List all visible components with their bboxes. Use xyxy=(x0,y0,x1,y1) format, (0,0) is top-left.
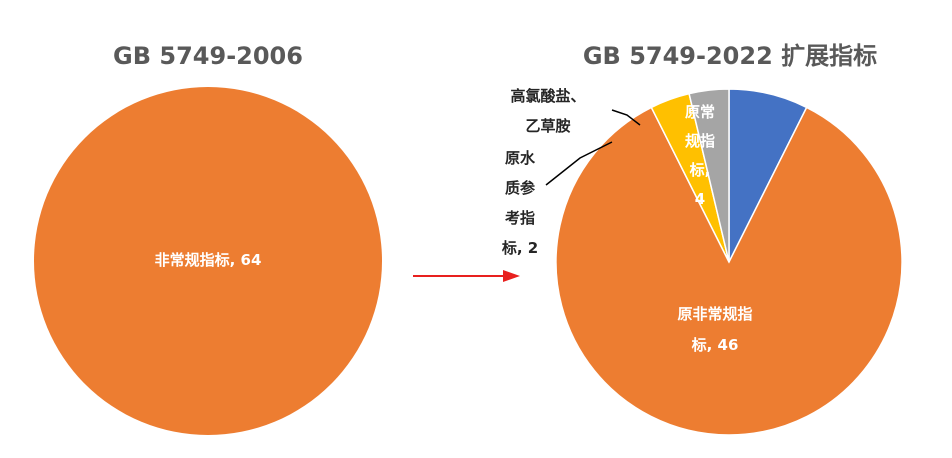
pie-right xyxy=(555,88,903,436)
leader-line-grey-slice xyxy=(611,109,641,126)
leader-lines xyxy=(545,109,641,186)
transition-arrow xyxy=(413,270,520,282)
label-right-water-quality-ref-line-2: 考指 xyxy=(505,209,535,227)
label-right-original-nonregular-line-0: 原非常规指 xyxy=(677,305,752,323)
label-right-water-quality-ref: 原水质参考指标, 2 xyxy=(501,149,538,257)
label-right-original-regular-line-3: 4 xyxy=(695,190,705,208)
chart-title-right: GB 5749-2022 扩展指标 xyxy=(583,42,877,70)
label-right-water-quality-ref-line-0: 原水 xyxy=(505,149,536,167)
label-right-perchlorate-line-1: 乙草胺 xyxy=(525,117,570,135)
arrow-head xyxy=(503,270,520,282)
label-left-nonregular: 非常规指标, 64 xyxy=(155,251,262,269)
label-right-original-regular-line-1: 规指 xyxy=(685,132,715,150)
label-left-nonregular-line-0: 非常规指标, 64 xyxy=(155,251,262,269)
label-right-original-nonregular: 原非常规指标, 46 xyxy=(677,305,752,354)
pie-left-slice-0 xyxy=(34,87,382,435)
label-right-original-regular-line-0: 原常 xyxy=(685,103,715,121)
label-right-water-quality-ref-line-3: 标, 2 xyxy=(501,239,538,257)
label-right-original-nonregular-line-1: 标, 46 xyxy=(691,336,739,354)
label-right-original-regular-line-2: 标, xyxy=(689,161,711,179)
pie-right-slice-1 xyxy=(555,106,903,436)
label-right-perchlorate: 高氯酸盐、乙草胺 xyxy=(510,87,585,135)
label-right-original-regular: 原常规指标, 4 xyxy=(685,103,715,208)
pie-right-slice-3 xyxy=(688,88,730,263)
label-right-water-quality-ref-line-1: 质参 xyxy=(505,179,536,197)
label-right-perchlorate-line-0: 高氯酸盐、 xyxy=(510,87,585,105)
pie-left xyxy=(34,87,382,435)
chart-title-left: GB 5749-2006 xyxy=(113,42,303,70)
leader-line-yellow-slice xyxy=(545,141,613,186)
data-labels: 非常规指标, 64 原常规指标, 4 原非常规指标, 46 原水质参考指标, 2 高氯酸盐… xyxy=(155,87,753,354)
